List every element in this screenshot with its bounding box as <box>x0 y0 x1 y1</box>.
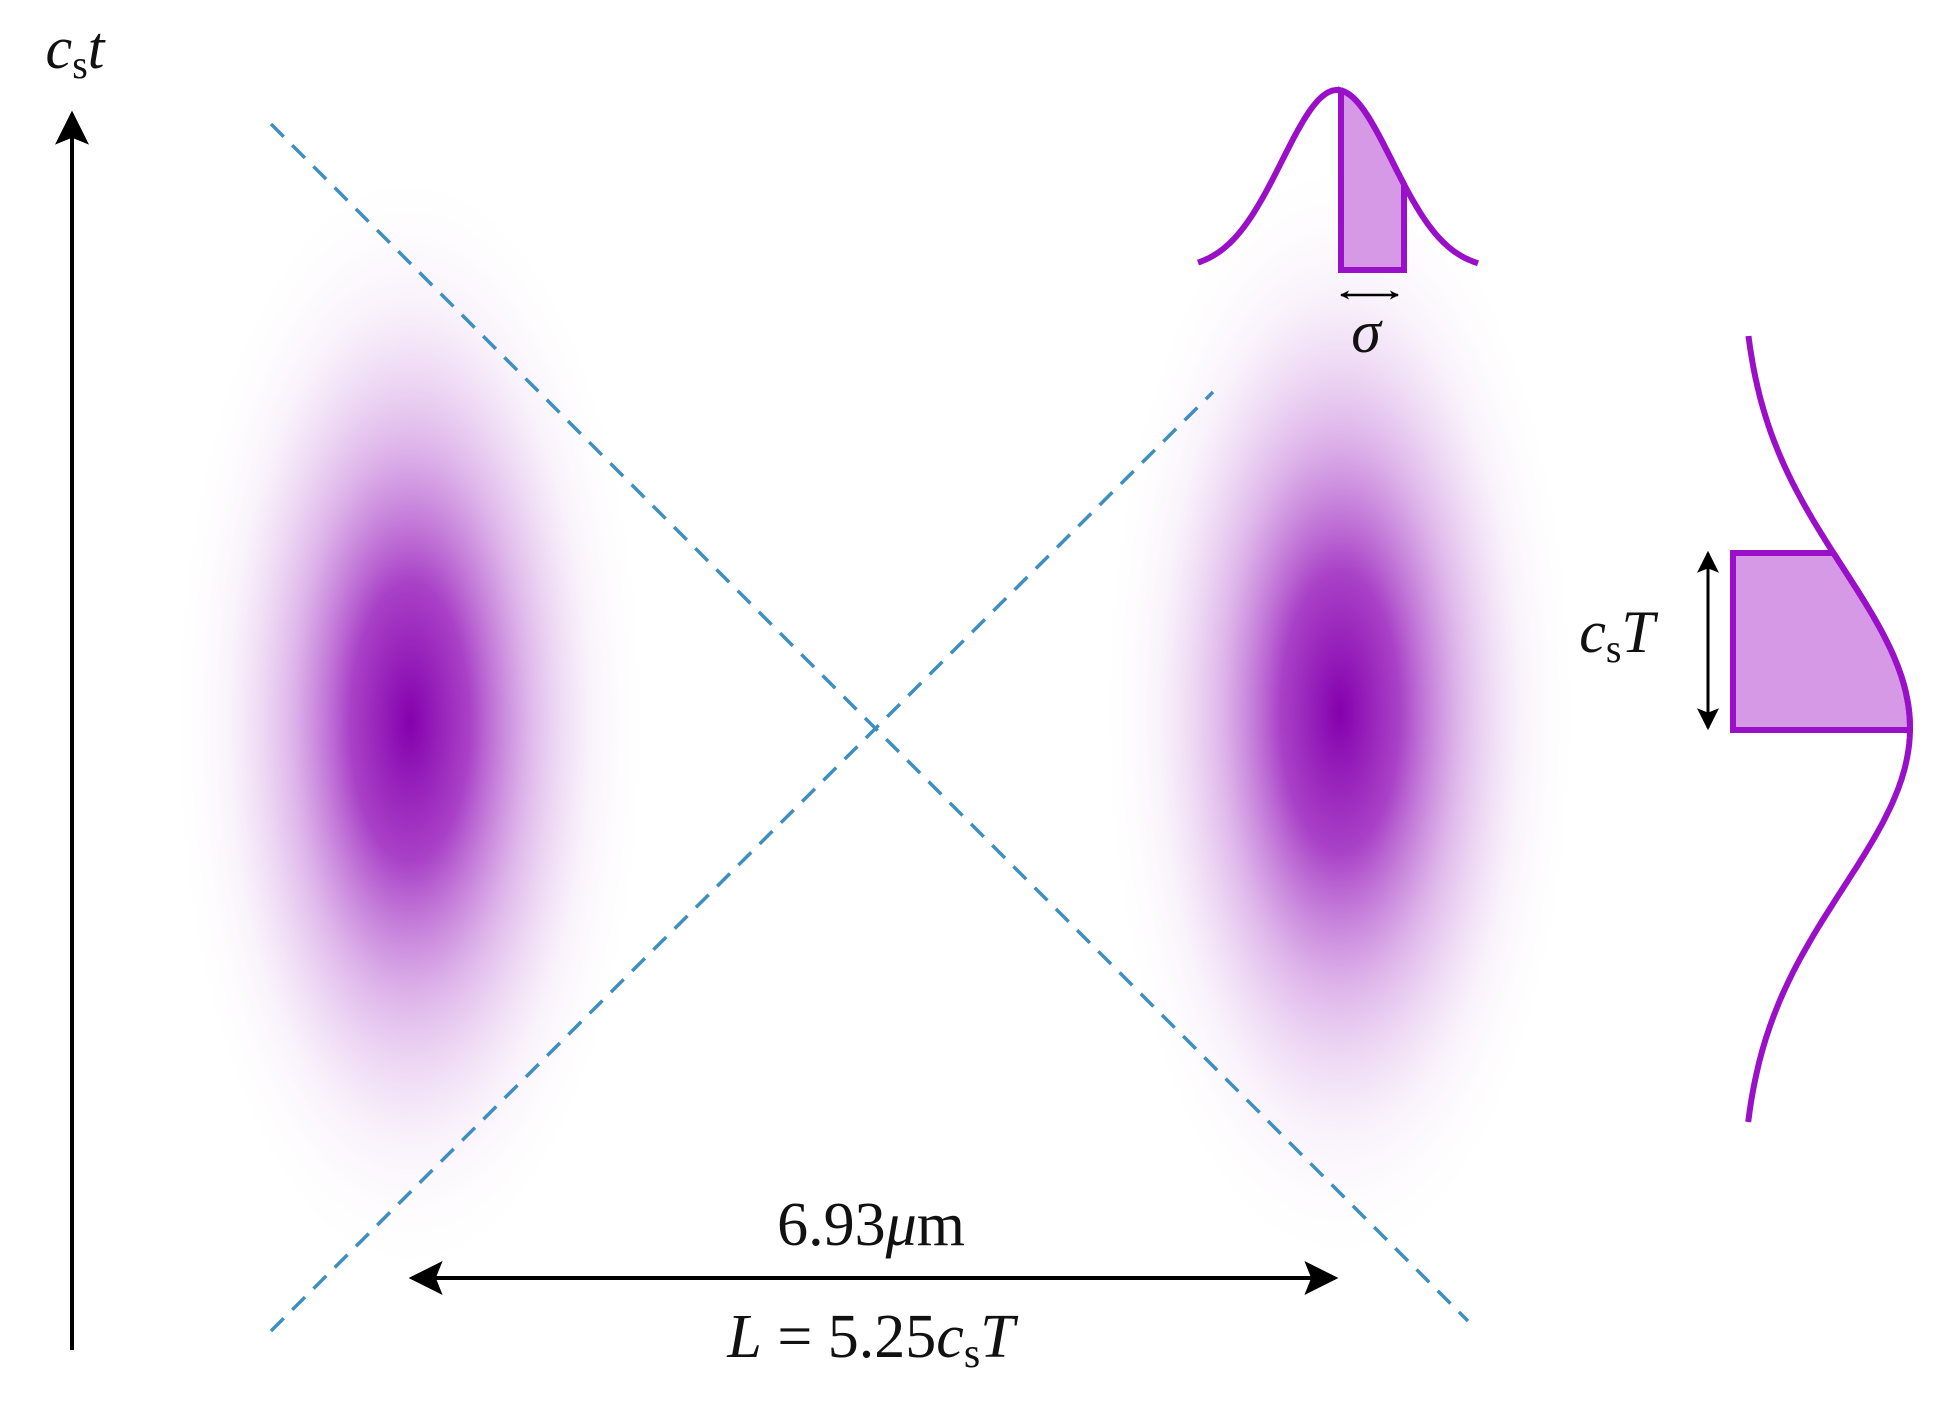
profile-curve <box>1197 87 1479 267</box>
profile-fill <box>1338 86 1407 273</box>
distance-equation: L = 5.25csT <box>726 1303 1019 1377</box>
distance-value: 6.93μm <box>777 1191 965 1259</box>
width-label: σ <box>1351 299 1383 365</box>
duration-label: csT <box>1579 599 1658 671</box>
light-cone-line <box>269 390 1215 1333</box>
spatial-profile <box>1197 86 1479 273</box>
density-blob <box>170 162 650 1282</box>
temporal-profile <box>1730 335 1913 1123</box>
density-blob <box>1100 152 1580 1272</box>
profile-fill <box>1730 550 1913 733</box>
profile-curve <box>1745 335 1913 1123</box>
time-axis-label: cst <box>46 15 106 87</box>
light-cone-line <box>269 122 1470 1323</box>
